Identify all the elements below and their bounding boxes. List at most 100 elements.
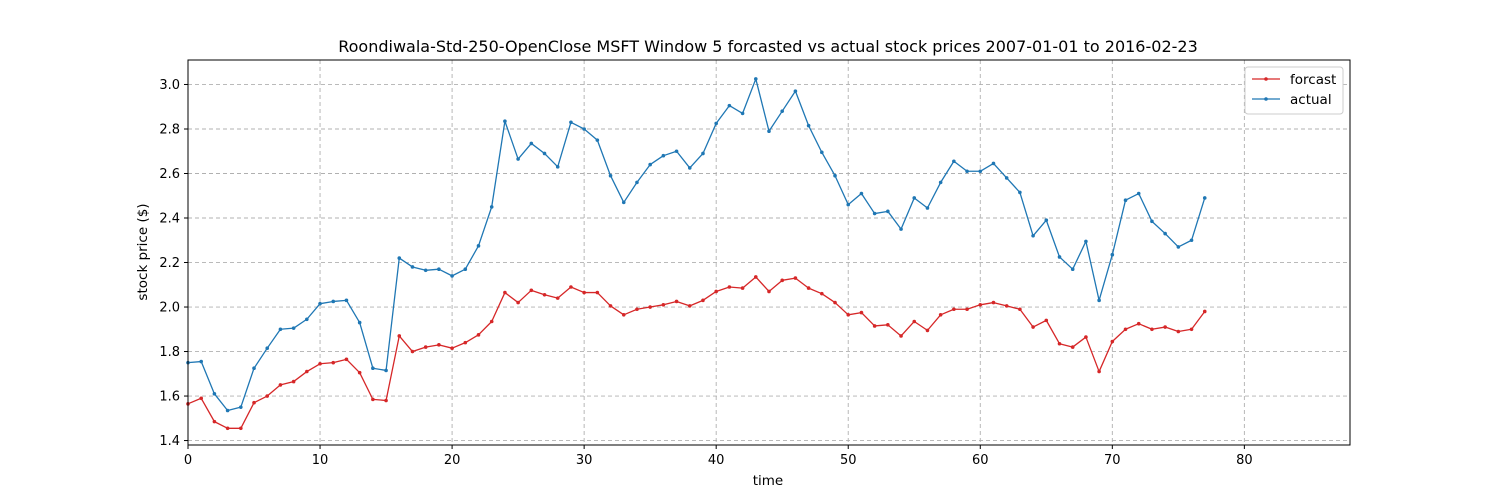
y-tick-label: 3.0	[159, 78, 180, 93]
x-axis-ticks: 0 10 20 30 40 50 60 70 80	[184, 445, 1253, 468]
y-tick-label: 2.8	[159, 122, 180, 137]
data-point-forcast	[410, 349, 415, 354]
data-point-forcast	[780, 278, 785, 283]
data-point-forcast	[595, 290, 600, 295]
data-point-actual	[859, 191, 864, 196]
data-point-actual	[1004, 176, 1009, 180]
y-tick-label: 1.8	[159, 345, 180, 360]
data-point-forcast	[199, 396, 204, 401]
data-point-actual	[1084, 239, 1088, 244]
data-point-actual	[1136, 191, 1141, 196]
x-tick-label: 20	[444, 453, 461, 468]
data-point-forcast	[991, 300, 996, 305]
data-point-actual	[437, 267, 441, 271]
legend: forcast actual	[1244, 66, 1344, 115]
y-tick-label: 2.0	[159, 301, 180, 316]
data-point-forcast	[1004, 304, 1009, 308]
data-point-actual	[1110, 252, 1115, 257]
data-point-forcast	[899, 334, 903, 338]
grid	[187, 60, 1350, 445]
data-point-actual	[489, 205, 494, 209]
y-tick-label: 2.2	[159, 256, 180, 271]
data-point-forcast	[450, 346, 454, 350]
data-point-forcast	[1110, 339, 1115, 344]
data-point-forcast	[938, 313, 943, 317]
x-tick-label: 70	[1104, 453, 1121, 468]
legend-label: actual	[1290, 92, 1332, 108]
data-point-actual	[516, 157, 520, 161]
x-tick-label: 50	[840, 453, 857, 468]
data-point-actual	[384, 368, 388, 373]
data-point-forcast	[503, 290, 507, 295]
data-point-actual	[1202, 196, 1207, 200]
data-point-actual	[701, 151, 705, 156]
data-point-actual	[978, 169, 983, 174]
data-point-actual	[410, 265, 415, 269]
data-point-forcast	[714, 289, 718, 294]
legend-swatch-marker	[1264, 77, 1268, 81]
chart-title: Roondiwala-Std-250-OpenClose MSFT Window…	[338, 37, 1198, 56]
data-point-forcast	[529, 288, 534, 293]
data-point-actual	[542, 151, 547, 156]
data-point-actual	[265, 346, 270, 350]
series-forcast	[186, 275, 1207, 431]
data-point-actual	[793, 89, 798, 93]
data-point-actual	[555, 165, 560, 169]
data-point-forcast	[767, 289, 771, 294]
legend-swatch-marker	[1264, 97, 1268, 101]
data-point-forcast	[859, 310, 864, 315]
data-point-forcast	[727, 285, 732, 289]
data-point-forcast	[701, 298, 705, 303]
data-point-forcast	[476, 333, 481, 337]
data-point-forcast	[225, 426, 230, 431]
data-point-actual	[1070, 267, 1075, 271]
data-point-forcast	[793, 276, 798, 280]
data-point-actual	[833, 173, 837, 178]
data-point-actual	[291, 326, 296, 330]
data-point-forcast	[1057, 341, 1062, 346]
data-point-forcast	[886, 323, 890, 327]
x-axis-label: time	[753, 473, 784, 489]
data-point-forcast	[516, 300, 520, 305]
data-point-forcast	[912, 319, 917, 324]
y-tick-label: 2.4	[159, 212, 180, 227]
data-point-actual	[991, 161, 996, 166]
data-point-actual	[450, 274, 454, 278]
data-point-forcast	[846, 313, 851, 317]
data-point-forcast	[278, 383, 283, 387]
data-point-forcast	[397, 334, 402, 338]
data-point-actual	[1189, 238, 1194, 243]
data-point-actual	[582, 127, 586, 131]
data-point-forcast	[331, 360, 336, 365]
data-point-actual	[635, 180, 639, 185]
data-point-actual	[225, 408, 230, 413]
data-point-actual	[740, 111, 745, 116]
data-point-actual	[648, 162, 652, 167]
legend-label: forcast	[1290, 72, 1336, 88]
x-tick-label: 10	[312, 453, 329, 468]
data-point-forcast	[1189, 327, 1194, 332]
data-point-forcast	[1031, 325, 1035, 329]
data-point-actual	[1163, 231, 1167, 236]
data-point-forcast	[925, 328, 930, 333]
data-point-actual	[529, 141, 534, 146]
data-point-forcast	[661, 302, 666, 307]
data-point-actual	[753, 77, 758, 81]
data-point-forcast	[252, 400, 256, 405]
data-point-forcast	[542, 292, 547, 297]
data-point-forcast	[978, 302, 983, 307]
data-point-actual	[476, 244, 481, 248]
data-point-forcast	[437, 343, 441, 347]
data-point-forcast	[582, 290, 586, 295]
data-point-actual	[569, 120, 573, 125]
data-point-actual	[1150, 219, 1154, 224]
data-point-actual	[820, 150, 824, 155]
data-point-forcast	[371, 397, 375, 402]
data-point-forcast	[305, 369, 309, 374]
data-point-forcast	[357, 370, 362, 375]
y-axis-label: stock price ($)	[135, 203, 151, 300]
data-point-forcast	[952, 307, 956, 312]
data-point-actual	[687, 166, 692, 170]
data-point-actual	[872, 211, 877, 216]
